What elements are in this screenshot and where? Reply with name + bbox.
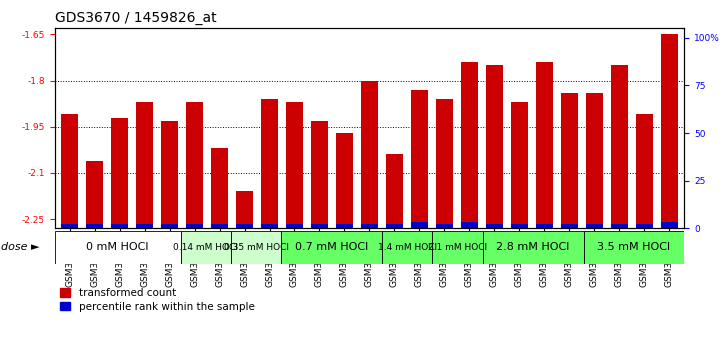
- Bar: [86, 224, 103, 228]
- Text: 2.8 mM HOCl: 2.8 mM HOCl: [496, 242, 570, 252]
- Bar: [236, 224, 253, 228]
- Bar: [286, 224, 304, 228]
- Bar: [186, 224, 203, 228]
- Bar: [510, 102, 528, 228]
- Bar: [584, 231, 684, 264]
- Bar: [181, 231, 231, 264]
- Bar: [435, 99, 453, 228]
- Bar: [311, 121, 328, 228]
- Bar: [411, 222, 428, 228]
- Bar: [55, 231, 181, 264]
- Bar: [161, 224, 178, 228]
- Bar: [536, 62, 553, 228]
- Bar: [261, 99, 278, 228]
- Bar: [561, 224, 578, 228]
- Bar: [411, 90, 428, 228]
- Bar: [461, 222, 478, 228]
- Bar: [360, 81, 379, 228]
- Text: dose ►: dose ►: [1, 242, 40, 252]
- Bar: [336, 224, 353, 228]
- Bar: [660, 222, 678, 228]
- Bar: [510, 224, 528, 228]
- Bar: [261, 224, 278, 228]
- Bar: [136, 102, 154, 228]
- Bar: [161, 121, 178, 228]
- Bar: [636, 224, 653, 228]
- Bar: [136, 224, 154, 228]
- Bar: [561, 93, 578, 228]
- Bar: [111, 118, 128, 228]
- Bar: [486, 65, 503, 228]
- Legend: transformed count, percentile rank within the sample: transformed count, percentile rank withi…: [60, 289, 254, 312]
- Bar: [435, 224, 453, 228]
- Bar: [386, 224, 403, 228]
- Bar: [585, 93, 603, 228]
- Bar: [483, 231, 584, 264]
- Bar: [236, 192, 253, 228]
- Bar: [432, 231, 483, 264]
- Bar: [86, 161, 103, 228]
- Bar: [336, 133, 353, 228]
- Bar: [486, 224, 503, 228]
- Bar: [636, 114, 653, 228]
- Text: 0.14 mM HOCl: 0.14 mM HOCl: [173, 243, 238, 252]
- Bar: [611, 224, 628, 228]
- Text: 2.1 mM HOCl: 2.1 mM HOCl: [428, 243, 487, 252]
- Bar: [186, 102, 203, 228]
- Bar: [536, 224, 553, 228]
- Text: 0.35 mM HOCl: 0.35 mM HOCl: [223, 243, 288, 252]
- Bar: [461, 62, 478, 228]
- Text: GDS3670 / 1459826_at: GDS3670 / 1459826_at: [55, 11, 216, 25]
- Text: 0 mM HOCl: 0 mM HOCl: [87, 242, 149, 252]
- Bar: [660, 34, 678, 228]
- Bar: [386, 154, 403, 228]
- Bar: [286, 102, 304, 228]
- Bar: [111, 224, 128, 228]
- Text: 0.7 mM HOCl: 0.7 mM HOCl: [295, 242, 368, 252]
- Bar: [281, 231, 382, 264]
- Text: 3.5 mM HOCl: 3.5 mM HOCl: [598, 242, 670, 252]
- Bar: [61, 114, 79, 228]
- Bar: [211, 148, 229, 228]
- Bar: [211, 224, 229, 228]
- Text: 1.4 mM HOCl: 1.4 mM HOCl: [378, 243, 437, 252]
- Bar: [61, 224, 79, 228]
- Bar: [611, 65, 628, 228]
- Bar: [360, 224, 379, 228]
- Bar: [311, 224, 328, 228]
- Bar: [585, 224, 603, 228]
- Bar: [231, 231, 281, 264]
- Bar: [382, 231, 432, 264]
